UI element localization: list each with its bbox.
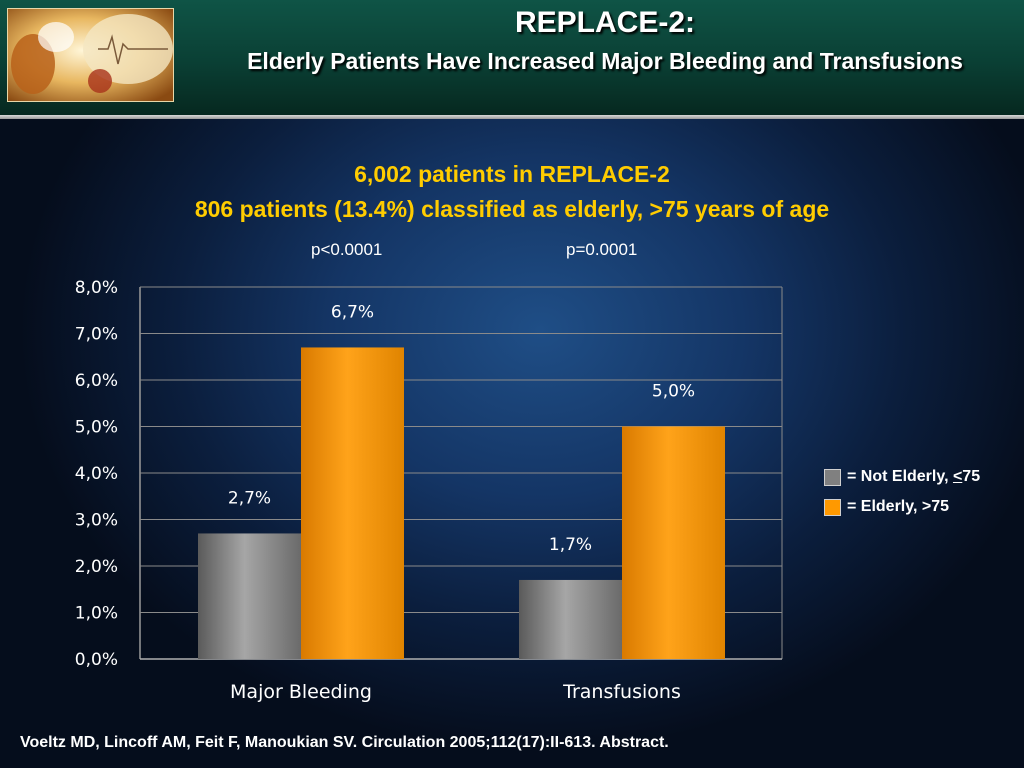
y-tick-label: 0,0%	[75, 650, 118, 670]
y-tick-label: 1,0%	[75, 604, 118, 624]
p-value-major-bleeding: p<0.0001	[311, 240, 383, 259]
y-tick-label: 5,0%	[75, 418, 118, 438]
data-label: 2,7%	[228, 488, 271, 508]
x-category-label: Major Bleeding	[230, 681, 372, 703]
legend-label-not-elderly: = Not Elderly, <75	[847, 468, 981, 485]
elderly-patients-text: 806 patients (13.4%) classified as elder…	[194, 196, 830, 222]
data-label: 6,7%	[331, 302, 374, 322]
y-tick-label: 4,0%	[75, 464, 118, 484]
header-divider	[0, 115, 1024, 119]
p-value-transfusions: p=0.0001	[566, 240, 638, 259]
legend-label-elderly: = Elderly, >75	[847, 498, 949, 515]
y-tick-label: 8,0%	[75, 278, 118, 298]
medical-photo-icon	[7, 8, 174, 102]
y-tick-label: 6,0%	[75, 371, 118, 391]
chart-legend: = Not Elderly, <75 = Elderly, >75	[824, 462, 980, 522]
patients-total-text: 6,002 patients in REPLACE-2	[354, 161, 670, 187]
y-tick-label: 3,0%	[75, 511, 118, 531]
bar-elderly	[301, 347, 404, 659]
legend-swatch-gray	[824, 468, 841, 486]
y-tick-label: 2,0%	[75, 557, 118, 577]
data-label: 5,0%	[652, 382, 695, 402]
citation-footer: Voeltz MD, Lincoff AM, Feit F, Manoukian…	[20, 734, 669, 751]
x-category-label: Transfusions	[562, 681, 681, 703]
slide-title: REPLACE-2:	[514, 6, 695, 39]
legend-swatch-orange	[824, 498, 841, 516]
legend-item-elderly: = Elderly, >75	[824, 492, 980, 522]
bar-elderly	[622, 426, 725, 659]
legend-item-not-elderly: = Not Elderly, <75	[824, 462, 980, 492]
bar-not-elderly	[198, 533, 301, 659]
slide-subtitle: Elderly Patients Have Increased Major Bl…	[247, 48, 963, 74]
bar-not-elderly	[519, 579, 622, 659]
y-tick-label: 7,0%	[75, 325, 118, 345]
data-label: 1,7%	[549, 535, 592, 555]
